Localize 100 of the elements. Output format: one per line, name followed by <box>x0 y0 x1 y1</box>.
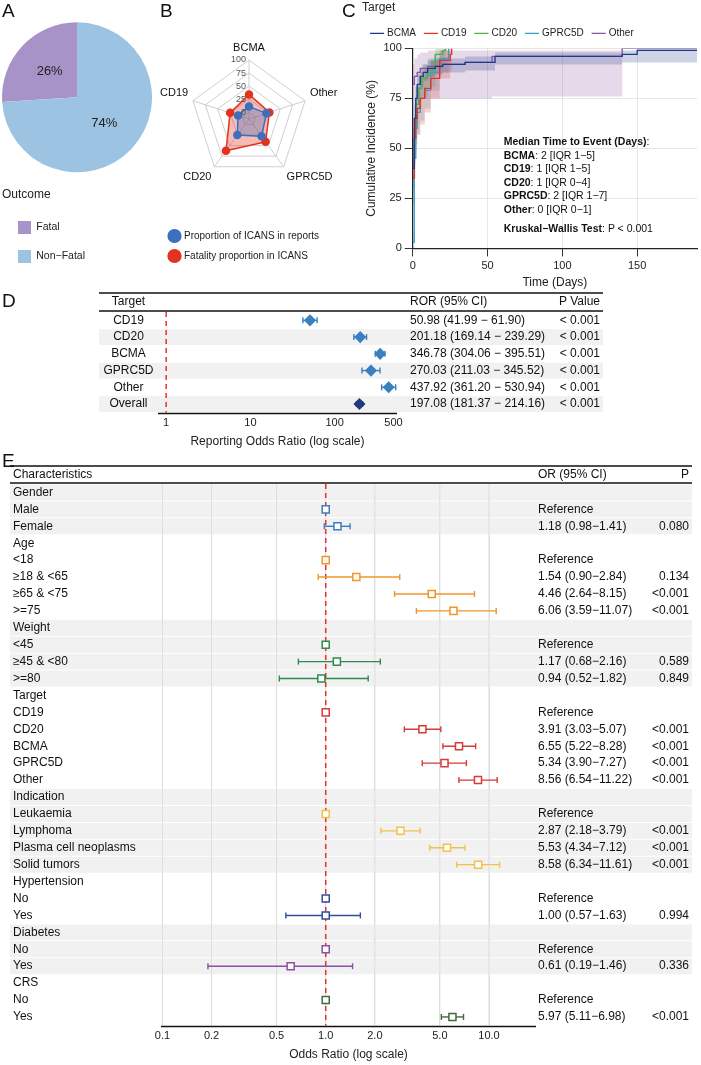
x-tick-label: 1.0 <box>318 1029 334 1042</box>
text: 346.78 (304.06 − 395.51) <box>410 346 546 361</box>
y-tick-label: <45 <box>13 637 34 652</box>
y-tick-label: 75 <box>389 91 402 104</box>
text: 1.54 (0.90−2.84) <box>538 569 627 584</box>
y-tick-label: Age <box>13 535 35 550</box>
text: 1.17 (0.68−2.16) <box>538 653 627 668</box>
y-tick-label: BCMA <box>111 346 146 361</box>
text: 270.03 (211.03 − 345.52) <box>410 362 545 377</box>
legend-label: CD20 <box>491 27 518 39</box>
annotation: BCMA: 2 [IQR 1−5] <box>503 148 596 161</box>
text: 0.994 <box>658 907 690 922</box>
legend-label: Fatality proportion in ICANS <box>184 249 309 261</box>
text: Reference <box>538 992 594 1007</box>
x-tick-label: 100 <box>553 259 572 272</box>
chart-title: D <box>2 289 16 311</box>
annotation: CD19: 1 [IQR 1−5] <box>503 162 591 175</box>
y-tick-label: No <box>13 992 29 1007</box>
text: < 0.001 <box>559 396 601 411</box>
text: Reference <box>538 704 594 719</box>
text: 4.46 (2.64−8.15) <box>538 586 627 601</box>
x-tick-label: 2.0 <box>367 1029 383 1042</box>
x-tick-label: 0 <box>409 259 416 272</box>
annotation: CD20: 1 [IQR 0−4] <box>503 175 591 188</box>
text: Reference <box>538 941 594 956</box>
text: 50.98 (41.99 − 61.90) <box>410 312 526 327</box>
y-tick-label: 25 <box>389 191 402 204</box>
y-tick-label: CD19 <box>113 312 145 327</box>
text: 0.134 <box>658 569 690 584</box>
text: 5.97 (5.11−6.98) <box>538 1009 626 1024</box>
y-tick-label: CRS <box>13 975 39 990</box>
text: P <box>680 466 689 481</box>
text: <0.001 <box>651 721 690 736</box>
text: 8.56 (6.54−11.22) <box>538 772 633 787</box>
data-label: 74% <box>91 114 118 130</box>
annotation: Other: 0 [IQR 0−1] <box>503 202 592 215</box>
text: 5.53 (4.34−7.12) <box>538 840 627 855</box>
y-tick-label: Other <box>113 379 144 394</box>
text: <0.001 <box>651 603 690 618</box>
x-tick-label: 150 <box>627 259 647 272</box>
x-tick-label: 10.0 <box>478 1029 500 1042</box>
text: 0.080 <box>658 518 690 533</box>
text: <0.001 <box>651 586 690 601</box>
spoke-label: CD19 <box>160 85 189 98</box>
y-tick-label: Yes <box>13 1009 33 1024</box>
text: 6.06 (3.59−11.07) <box>538 603 633 618</box>
text: <0.001 <box>651 840 690 855</box>
y-tick-label: Diabetes <box>13 924 61 939</box>
text: 0.336 <box>658 958 690 973</box>
y-tick-label: Female <box>13 518 54 533</box>
legend-label: Non−Fatal <box>36 249 85 262</box>
x-tick-label: 10 <box>244 416 257 429</box>
text: 1.18 (0.98−1.41) <box>538 518 627 533</box>
text: < 0.001 <box>559 329 601 344</box>
text: P Value <box>559 294 601 309</box>
y-tick-label: CD19 <box>13 704 45 719</box>
text: 6.55 (5.22−8.28) <box>538 738 627 753</box>
y-tick-label: 0 <box>395 241 402 254</box>
y-tick-label: Lymphoma <box>13 823 73 838</box>
text: ROR (95% CI) <box>410 294 488 309</box>
y-tick-label: Target <box>13 687 48 702</box>
y-axis-title: Cumulative Incidence (%) <box>363 80 378 217</box>
x-tick-label: 0.5 <box>268 1029 285 1042</box>
y-tick-label: No <box>13 890 29 905</box>
y-tick-label: 100 <box>383 41 402 54</box>
y-tick-label: <18 <box>13 552 34 567</box>
text: OR (95% CI) <box>538 466 607 481</box>
text: 201.18 (169.14 − 239.29) <box>410 329 546 344</box>
text: <0.001 <box>651 755 690 770</box>
y-tick-label: Solid tumors <box>13 856 80 871</box>
y-tick-label: Male <box>13 501 40 516</box>
x-tick-label: 0.1 <box>154 1029 171 1042</box>
chart-title: A <box>2 0 15 21</box>
text: <0.001 <box>651 856 690 871</box>
annotation: Kruskal−Wallis Test: P < 0.001 <box>503 222 654 235</box>
text: Reference <box>538 806 594 821</box>
spoke-label: GPRC5D <box>286 170 333 183</box>
text: Reference <box>538 501 594 516</box>
legend-label: Other <box>608 27 635 39</box>
text: 0.849 <box>658 670 690 685</box>
y-tick-label: Overall <box>109 396 148 411</box>
chart-title: C <box>342 0 356 21</box>
text: 2.87 (2.18−3.79) <box>538 823 627 838</box>
text: E <box>2 449 15 471</box>
spoke-label: Other <box>309 85 338 98</box>
text: <0.001 <box>651 823 690 838</box>
text: < 0.001 <box>559 379 601 394</box>
text: 0.589 <box>658 653 690 668</box>
text: 1.00 (0.57−1.63) <box>538 907 627 922</box>
x-tick-label: 500 <box>384 416 403 429</box>
text: <0.001 <box>651 738 690 753</box>
y-tick-label: Yes <box>13 907 33 922</box>
data-label: 26% <box>36 63 64 79</box>
y-tick-label: >=75 <box>13 603 41 618</box>
y-tick-label: No <box>13 941 29 956</box>
text: < 0.001 <box>559 312 601 327</box>
y-tick-label: Indication <box>13 789 65 804</box>
x-tick-label: 0.2 <box>203 1029 220 1042</box>
text: <0.001 <box>651 772 690 787</box>
text: 0.94 (0.52−1.82) <box>538 670 627 685</box>
